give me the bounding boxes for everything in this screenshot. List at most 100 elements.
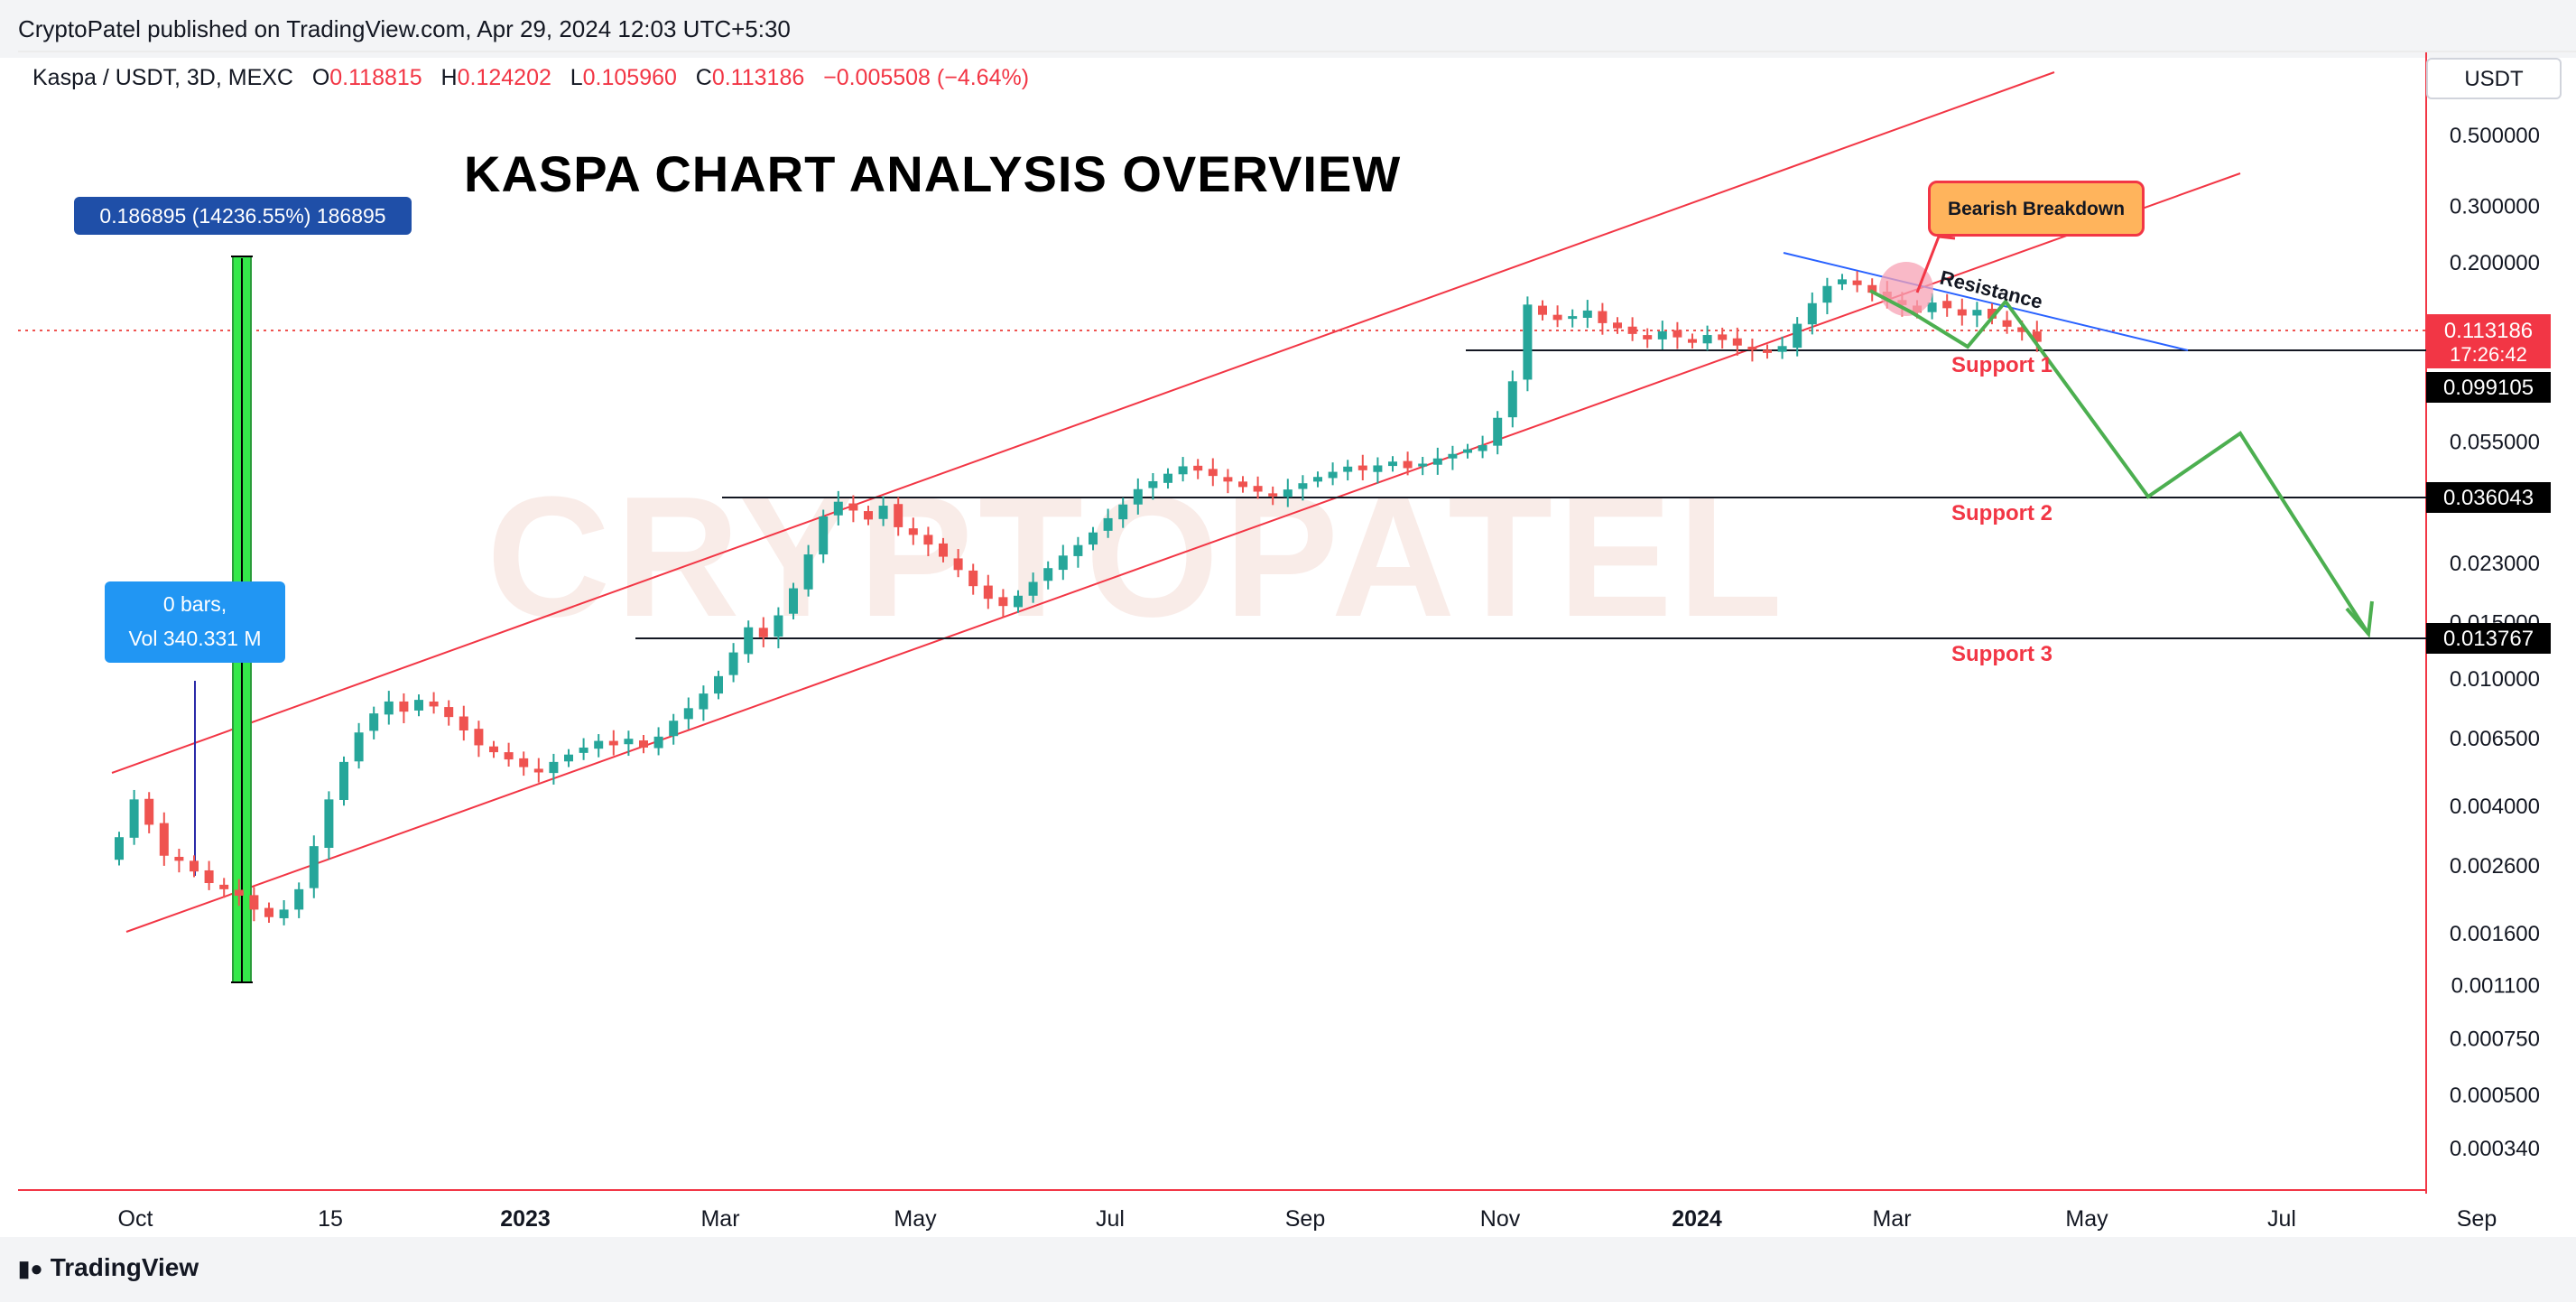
currency-button[interactable]: USDT: [2426, 58, 2562, 99]
candle-body: [594, 740, 604, 749]
tradingview-brand: TradingView: [50, 1253, 199, 1281]
resistance-trendline: [1783, 252, 2189, 351]
candle-body: [1148, 480, 1158, 488]
y-tick-label: 0.000500: [2450, 1083, 2540, 1108]
candle-body: [1223, 477, 1233, 482]
candle-body: [1133, 488, 1143, 505]
candle-body: [1478, 445, 1487, 451]
support-3-tag-bg: [2426, 623, 2551, 654]
candle-body: [653, 736, 663, 749]
candle-body: [1014, 595, 1023, 608]
x-tick-label: 15: [318, 1206, 343, 1232]
bearish-breakdown-callout: Bearish Breakdown: [1928, 181, 2145, 237]
x-tick-label: Mar: [700, 1206, 739, 1232]
candle-body: [1793, 323, 1802, 349]
low-value: 0.105960: [582, 65, 677, 90]
y-tick-label: 0.006500: [2450, 727, 2540, 751]
candle-body: [908, 528, 918, 535]
x-tick-label: May: [2065, 1206, 2108, 1232]
x-tick-label: Nov: [1480, 1206, 1521, 1232]
candle-body: [1942, 301, 1952, 309]
last-price-tag: 0.113186: [2444, 319, 2533, 343]
candle-body: [998, 597, 1008, 607]
candle-body: [190, 860, 199, 872]
candle-body: [699, 693, 709, 710]
countdown-tag: 17:26:42: [2450, 343, 2527, 366]
candle-body: [533, 768, 543, 773]
candle-body: [339, 761, 348, 800]
candle-body: [728, 652, 738, 675]
candle-body: [444, 707, 454, 718]
candle-body: [564, 754, 573, 762]
candle-body: [774, 615, 783, 637]
candle-body: [1598, 311, 1608, 323]
support-3-label: Support 3: [1951, 642, 2052, 666]
chart-area[interactable]: CRYPTOPATEL Resistance Support 1: [18, 51, 2576, 1239]
candle-body: [115, 837, 124, 860]
close-label: C: [695, 65, 712, 90]
candle-body: [204, 870, 214, 884]
candle-body: [294, 888, 304, 910]
x-tick-label: Jul: [1096, 1206, 1125, 1232]
candle-body: [1747, 346, 1757, 350]
candle-body: [1507, 381, 1517, 418]
y-tick-label: 0.001600: [2450, 922, 2540, 946]
close-value: 0.113186: [711, 65, 805, 90]
open-label: O: [311, 65, 330, 90]
candle-body: [833, 501, 843, 516]
candle-body: [878, 506, 888, 519]
candle-body: [1388, 461, 1397, 467]
candle-body: [1867, 284, 1877, 293]
candle-body: [1627, 326, 1637, 334]
candle-body: [1028, 581, 1038, 596]
bearish-pointer: [1915, 235, 1956, 293]
candle-body: [744, 627, 754, 655]
candle-body: [1313, 477, 1322, 482]
candle-body: [1253, 486, 1263, 492]
x-tick-label: 2023: [500, 1206, 551, 1232]
candle-body: [1448, 453, 1458, 459]
candle-body: [1927, 302, 1937, 312]
x-tick-label: Jul: [2267, 1206, 2296, 1232]
candle-body: [549, 761, 559, 774]
candle-body: [1089, 532, 1098, 545]
candle-body: [968, 570, 978, 587]
symbol-label[interactable]: Kaspa / USDT, 3D, MEXC: [32, 65, 293, 90]
candle-body: [923, 535, 933, 545]
support-1-label: Support 1: [1951, 353, 2052, 377]
candle-body: [1552, 314, 1562, 321]
candle-body: [279, 909, 289, 918]
candle-body: [1643, 335, 1653, 339]
x-tick-label: Sep: [2457, 1206, 2497, 1232]
candle-body: [1298, 483, 1308, 489]
y-tick-label: 0.023000: [2450, 552, 2540, 576]
candle-body: [1432, 458, 1442, 465]
high-label: H: [440, 65, 458, 90]
candle-body: [1807, 302, 1817, 325]
candle-body: [414, 700, 423, 711]
last-price-tag-bg: [2426, 314, 2551, 368]
candle-body: [1657, 330, 1667, 339]
volume-text: Vol 340.331 M: [128, 627, 262, 650]
tradingview-logo[interactable]: ▮● TradingView: [18, 1253, 199, 1282]
candle-body: [1373, 465, 1383, 472]
candle-body: [504, 752, 514, 760]
candle-body: [1208, 469, 1218, 477]
measure-percent-label: 0.186895 (14236.55%) 186895: [74, 197, 412, 235]
candle-body: [669, 721, 679, 737]
candle-body: [309, 846, 319, 888]
candle-body: [1852, 280, 1862, 285]
x-tick-label: May: [894, 1206, 937, 1232]
candle-body: [1058, 555, 1068, 571]
support-2-label: Support 2: [1951, 501, 2052, 525]
high-value: 0.124202: [457, 65, 551, 90]
candle-body: [399, 701, 409, 712]
chart-canvas[interactable]: CRYPTOPATEL Resistance Support 1: [18, 52, 2576, 1239]
candle-body: [144, 798, 154, 825]
y-tick-label: 0.000750: [2450, 1027, 2540, 1051]
candle-body: [1418, 463, 1428, 467]
candle-body: [1178, 466, 1188, 475]
candle-body: [953, 558, 963, 571]
support-2-tag-bg: [2426, 482, 2551, 513]
candle-body: [1357, 465, 1367, 470]
